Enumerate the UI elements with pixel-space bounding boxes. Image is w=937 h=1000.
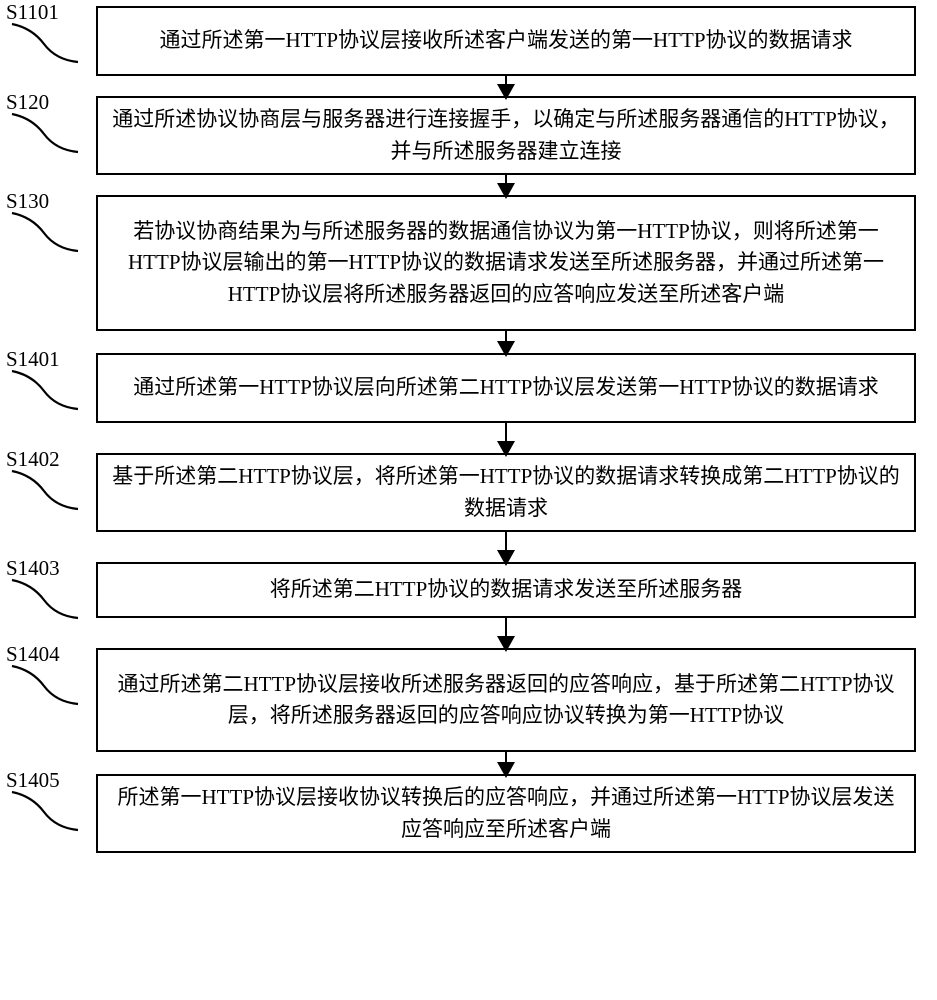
label-connector-curve [10, 469, 80, 518]
flow-arrow [96, 618, 916, 648]
flow-arrow [96, 752, 916, 774]
step-text: 所述第一HTTP协议层接收协议转换后的应答响应，并通过所述第一HTTP协议层发送… [108, 782, 904, 845]
step-text: 通过所述第一HTTP协议层接收所述客户端发送的第一HTTP协议的数据请求 [160, 25, 853, 57]
step-box: 通过所述协议协商层与服务器进行连接握手，以确定与所述服务器通信的HTTP协议，并… [96, 96, 916, 175]
label-connector-curve [10, 664, 80, 713]
step-text: 通过所述第二HTTP协议层接收所述服务器返回的应答响应，基于所述第二HTTP协议… [108, 669, 904, 732]
flow-arrow [96, 532, 916, 562]
label-connector-curve [10, 578, 80, 627]
flow-step-S1401: S1401通过所述第一HTTP协议层向所述第二HTTP协议层发送第一HTTP协议… [6, 353, 926, 423]
step-box: 通过所述第一HTTP协议层接收所述客户端发送的第一HTTP协议的数据请求 [96, 6, 916, 76]
flow-step-S130: S130若协议协商结果为与所述服务器的数据通信协议为第一HTTP协议，则将所述第… [6, 195, 926, 331]
flow-step-S1403: S1403将所述第二HTTP协议的数据请求发送至所述服务器 [6, 562, 926, 618]
step-text: 将所述第二HTTP协议的数据请求发送至所述服务器 [270, 574, 743, 606]
step-box: 通过所述第一HTTP协议层向所述第二HTTP协议层发送第一HTTP协议的数据请求 [96, 353, 916, 423]
step-box: 所述第一HTTP协议层接收协议转换后的应答响应，并通过所述第一HTTP协议层发送… [96, 774, 916, 853]
step-box: 基于所述第二HTTP协议层，将所述第一HTTP协议的数据请求转换成第二HTTP协… [96, 453, 916, 532]
step-text: 通过所述协议协商层与服务器进行连接握手，以确定与所述服务器通信的HTTP协议，并… [108, 104, 904, 167]
step-box: 将所述第二HTTP协议的数据请求发送至所述服务器 [96, 562, 916, 618]
step-text: 通过所述第一HTTP协议层向所述第二HTTP协议层发送第一HTTP协议的数据请求 [133, 372, 879, 404]
flow-step-S1404: S1404通过所述第二HTTP协议层接收所述服务器返回的应答响应，基于所述第二H… [6, 648, 926, 752]
label-connector-curve [10, 211, 80, 260]
flowchart: S1101通过所述第一HTTP协议层接收所述客户端发送的第一HTTP协议的数据请… [6, 6, 926, 853]
flow-arrow [96, 423, 916, 453]
label-connector-curve [10, 22, 80, 71]
flow-arrow [96, 175, 916, 195]
flow-step-S1402: S1402基于所述第二HTTP协议层，将所述第一HTTP协议的数据请求转换成第二… [6, 453, 926, 532]
label-connector-curve [10, 790, 80, 839]
step-box: 通过所述第二HTTP协议层接收所述服务器返回的应答响应，基于所述第二HTTP协议… [96, 648, 916, 752]
flow-arrow [96, 331, 916, 353]
step-text: 基于所述第二HTTP协议层，将所述第一HTTP协议的数据请求转换成第二HTTP协… [108, 461, 904, 524]
flow-arrow [96, 76, 916, 96]
label-connector-curve [10, 112, 80, 161]
label-connector-curve [10, 369, 80, 418]
flow-step-S120: S120通过所述协议协商层与服务器进行连接握手，以确定与所述服务器通信的HTTP… [6, 96, 926, 175]
step-text: 若协议协商结果为与所述服务器的数据通信协议为第一HTTP协议，则将所述第一HTT… [108, 216, 904, 311]
step-box: 若协议协商结果为与所述服务器的数据通信协议为第一HTTP协议，则将所述第一HTT… [96, 195, 916, 331]
flow-step-S1405: S1405所述第一HTTP协议层接收协议转换后的应答响应，并通过所述第一HTTP… [6, 774, 926, 853]
flow-step-S1101: S1101通过所述第一HTTP协议层接收所述客户端发送的第一HTTP协议的数据请… [6, 6, 926, 76]
